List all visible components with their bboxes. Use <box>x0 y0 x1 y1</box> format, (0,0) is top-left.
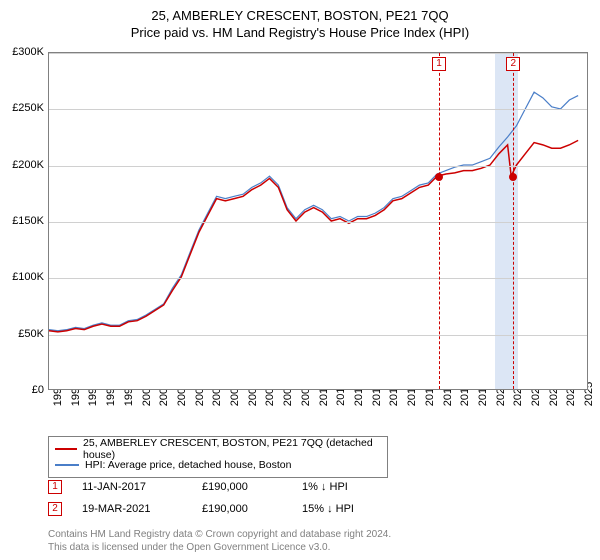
sale-date-1: 11-JAN-2017 <box>82 481 202 493</box>
sale-date-2: 19-MAR-2021 <box>82 503 202 515</box>
sale-point <box>509 173 517 181</box>
gridline-h <box>49 222 587 223</box>
gridline-h <box>49 166 587 167</box>
gridline-h <box>49 53 587 54</box>
chart-container: { "title": "25, AMBERLEY CRESCENT, BOSTO… <box>0 0 600 560</box>
page-subtitle: Price paid vs. HM Land Registry's House … <box>0 23 600 40</box>
sale-marker-1: 1 <box>48 480 62 494</box>
sale-point <box>435 173 443 181</box>
sale-diff-2: 15% ↓ HPI <box>302 503 402 515</box>
gridline-h <box>49 109 587 110</box>
y-tick-label: £300K <box>0 46 44 58</box>
marker-line <box>439 53 440 389</box>
plot-area: 12 <box>48 52 588 390</box>
y-tick-label: £0 <box>0 384 44 396</box>
marker-line <box>513 53 514 389</box>
sale-price-1: £190,000 <box>202 481 302 493</box>
sale-row-1: 1 11-JAN-2017 £190,000 1% ↓ HPI <box>48 480 588 494</box>
gridline-h <box>49 335 587 336</box>
sale-marker-2: 2 <box>48 502 62 516</box>
sale-diff-1: 1% ↓ HPI <box>302 481 402 493</box>
legend-label-hpi: HPI: Average price, detached house, Bost… <box>85 459 291 471</box>
y-tick-label: £100K <box>0 271 44 283</box>
legend-swatch-hpi <box>55 464 79 466</box>
legend: 25, AMBERLEY CRESCENT, BOSTON, PE21 7QQ … <box>48 436 388 478</box>
line-chart-svg <box>49 53 587 389</box>
y-tick-label: £200K <box>0 159 44 171</box>
legend-swatch-property <box>55 448 77 450</box>
marker-box: 2 <box>506 57 520 71</box>
sale-price-2: £190,000 <box>202 503 302 515</box>
page-title: 25, AMBERLEY CRESCENT, BOSTON, PE21 7QQ <box>0 0 600 23</box>
legend-item-property: 25, AMBERLEY CRESCENT, BOSTON, PE21 7QQ … <box>55 441 381 457</box>
footer-attribution: Contains HM Land Registry data © Crown c… <box>48 528 391 554</box>
footer-line-2: This data is licensed under the Open Gov… <box>48 541 391 554</box>
footer-line-1: Contains HM Land Registry data © Crown c… <box>48 528 391 541</box>
y-tick-label: £250K <box>0 102 44 114</box>
gridline-h <box>49 278 587 279</box>
sale-row-2: 2 19-MAR-2021 £190,000 15% ↓ HPI <box>48 502 588 516</box>
legend-label-property: 25, AMBERLEY CRESCENT, BOSTON, PE21 7QQ … <box>83 437 381 461</box>
y-tick-label: £50K <box>0 328 44 340</box>
y-tick-label: £150K <box>0 215 44 227</box>
marker-box: 1 <box>432 57 446 71</box>
